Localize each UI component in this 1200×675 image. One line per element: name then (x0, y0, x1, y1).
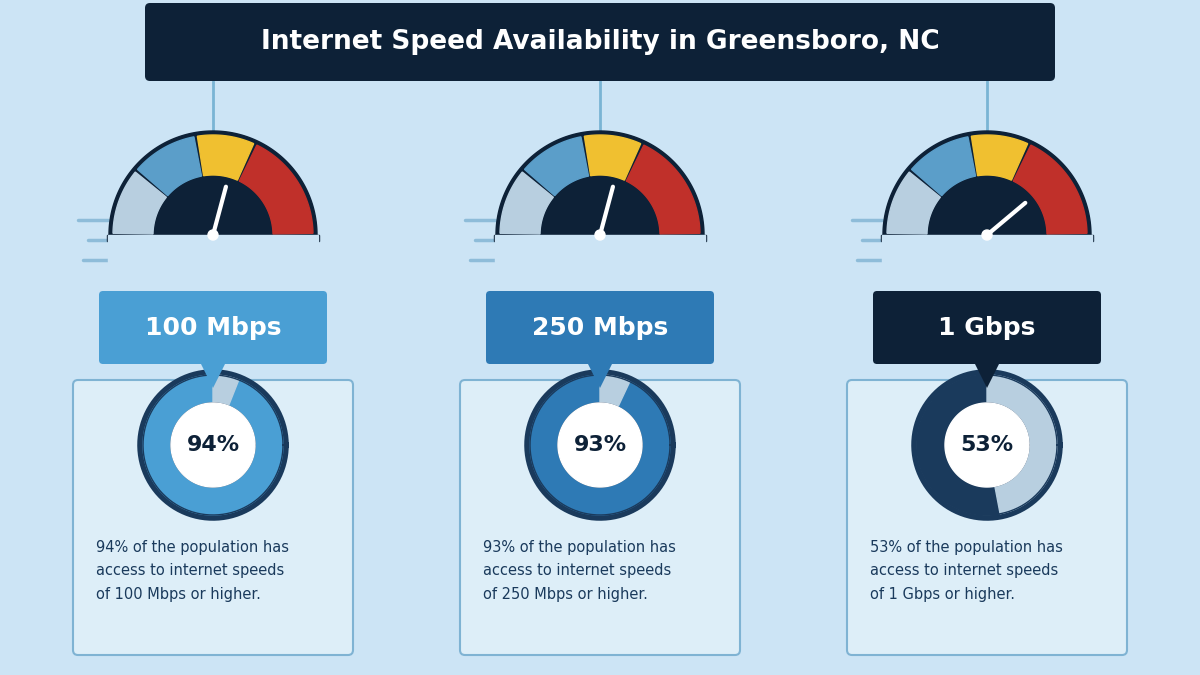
Polygon shape (586, 360, 614, 388)
Polygon shape (558, 403, 642, 487)
Polygon shape (917, 375, 1000, 515)
Polygon shape (107, 235, 319, 241)
Polygon shape (887, 172, 941, 234)
Text: 1 Gbps: 1 Gbps (938, 315, 1036, 340)
Circle shape (208, 230, 218, 240)
Polygon shape (971, 135, 1027, 180)
Polygon shape (500, 135, 700, 235)
Polygon shape (214, 375, 239, 406)
Polygon shape (1013, 145, 1087, 234)
Polygon shape (524, 137, 588, 196)
Polygon shape (881, 235, 1093, 241)
Polygon shape (496, 235, 706, 265)
Polygon shape (887, 135, 1087, 235)
Polygon shape (500, 172, 553, 234)
FancyBboxPatch shape (460, 380, 740, 655)
Polygon shape (929, 177, 1045, 235)
Polygon shape (108, 235, 318, 265)
Polygon shape (912, 137, 976, 196)
FancyBboxPatch shape (486, 291, 714, 364)
Text: Internet Speed Availability in Greensboro, NC: Internet Speed Availability in Greensbor… (260, 29, 940, 55)
FancyBboxPatch shape (73, 380, 353, 655)
Text: 93% of the population has
access to internet speeds
of 250 Mbps or higher.: 93% of the population has access to inte… (482, 540, 676, 602)
Polygon shape (600, 375, 630, 407)
Polygon shape (143, 375, 283, 515)
Text: 250 Mbps: 250 Mbps (532, 315, 668, 340)
Polygon shape (584, 135, 641, 180)
Polygon shape (138, 137, 202, 196)
Text: 94% of the population has
access to internet speeds
of 100 Mbps or higher.: 94% of the population has access to inte… (96, 540, 289, 602)
Text: 100 Mbps: 100 Mbps (145, 315, 281, 340)
Polygon shape (946, 403, 1030, 487)
FancyBboxPatch shape (847, 380, 1127, 655)
FancyBboxPatch shape (98, 291, 326, 364)
Polygon shape (197, 135, 253, 180)
Text: 93%: 93% (574, 435, 626, 455)
Polygon shape (494, 235, 706, 241)
FancyBboxPatch shape (145, 3, 1055, 81)
Polygon shape (109, 131, 317, 235)
Polygon shape (882, 235, 1092, 265)
Polygon shape (239, 145, 313, 234)
Polygon shape (530, 375, 670, 515)
Polygon shape (542, 177, 658, 235)
Text: 94%: 94% (186, 435, 240, 455)
Polygon shape (626, 145, 700, 234)
Polygon shape (199, 360, 227, 388)
Polygon shape (496, 131, 704, 235)
Text: 53% of the population has
access to internet speeds
of 1 Gbps or higher.: 53% of the population has access to inte… (870, 540, 1063, 602)
FancyBboxPatch shape (874, 291, 1102, 364)
Text: 53%: 53% (960, 435, 1014, 455)
Polygon shape (883, 131, 1091, 235)
Circle shape (982, 230, 992, 240)
Polygon shape (113, 135, 313, 235)
Polygon shape (172, 403, 256, 487)
Polygon shape (113, 172, 167, 234)
Polygon shape (986, 375, 1057, 514)
Circle shape (595, 230, 605, 240)
Polygon shape (973, 360, 1001, 388)
Polygon shape (155, 177, 271, 235)
